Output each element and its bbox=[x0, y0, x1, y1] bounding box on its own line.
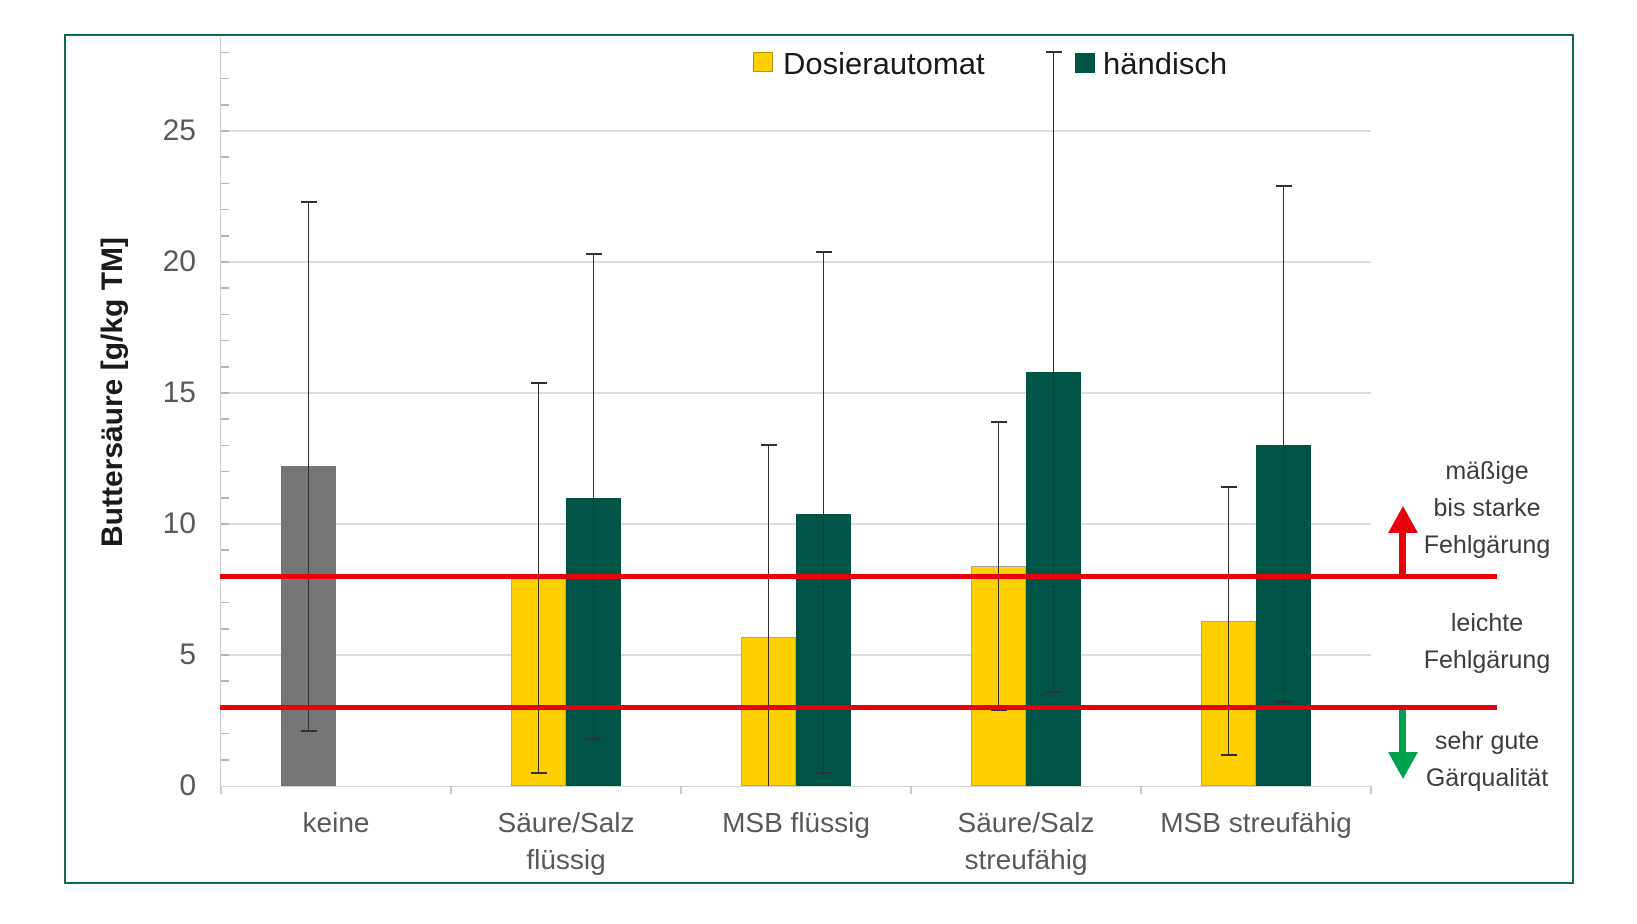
gridline bbox=[220, 392, 1371, 394]
x-tick bbox=[680, 786, 682, 794]
x-tick bbox=[450, 786, 452, 794]
y-minor-tick bbox=[221, 51, 229, 54]
y-minor-tick bbox=[221, 156, 229, 158]
x-tick bbox=[1140, 786, 1142, 794]
y-minor-tick bbox=[221, 654, 229, 656]
y-minor-tick bbox=[221, 77, 229, 80]
y-minor-tick bbox=[221, 339, 229, 342]
x-tick bbox=[1370, 786, 1372, 794]
y-minor-tick bbox=[221, 182, 229, 185]
error-bar bbox=[1227, 487, 1230, 755]
y-minor-tick bbox=[221, 759, 229, 761]
x-tick bbox=[220, 786, 222, 794]
y-tick-label: 25 bbox=[162, 114, 196, 147]
chart-border bbox=[64, 34, 1574, 884]
y-minor-tick bbox=[221, 523, 229, 525]
annotation-lower: sehr gute Gärqualität bbox=[1377, 723, 1597, 797]
error-cap-bottom bbox=[990, 709, 1007, 712]
y-minor-tick bbox=[221, 418, 229, 420]
error-cap-bottom bbox=[530, 771, 547, 774]
y-minor-tick bbox=[221, 392, 229, 394]
error-cap-bottom bbox=[1275, 701, 1292, 704]
y-minor-tick bbox=[221, 287, 229, 289]
threshold-line bbox=[220, 573, 1497, 579]
x-category-label: Säure/Salz flüssig bbox=[497, 807, 635, 875]
gridline bbox=[220, 261, 1371, 263]
error-bar bbox=[997, 421, 1000, 710]
x-category-label: MSB flüssig bbox=[722, 807, 870, 838]
error-cap-top bbox=[585, 253, 602, 256]
y-tick-label: 20 bbox=[162, 245, 196, 278]
y-minor-tick bbox=[221, 313, 229, 316]
y-minor-tick bbox=[221, 235, 229, 237]
up-arrow-shaft bbox=[1399, 530, 1406, 576]
error-cap-bottom bbox=[815, 771, 832, 774]
annotation-upper-line3: Fehlgärung bbox=[1423, 531, 1551, 559]
x-axis-line bbox=[220, 785, 1371, 787]
y-tick-label: 0 bbox=[179, 769, 196, 802]
error-cap-top bbox=[1045, 51, 1062, 54]
x-tick bbox=[910, 786, 912, 794]
annotation-upper-line2: bis starke bbox=[1433, 494, 1541, 522]
y-minor-tick bbox=[221, 470, 229, 473]
error-cap-top bbox=[1275, 185, 1292, 188]
error-cap-top bbox=[1220, 486, 1237, 489]
annotation-middle-line2: Fehlgärung bbox=[1423, 646, 1551, 674]
annotation-lower-line1: sehr gute bbox=[1434, 727, 1540, 755]
legend-swatch-haendisch bbox=[1075, 53, 1095, 73]
x-category-label: keine bbox=[302, 807, 370, 838]
error-cap-bottom bbox=[1220, 753, 1237, 756]
error-bar bbox=[592, 254, 595, 739]
down-arrow-shaft bbox=[1399, 710, 1406, 754]
y-tick-label: 5 bbox=[179, 638, 196, 671]
error-bar bbox=[767, 445, 770, 786]
y-minor-tick bbox=[221, 366, 229, 368]
x-category-label: Säure/Salz streufähig bbox=[957, 807, 1095, 875]
error-cap-bottom bbox=[1045, 690, 1062, 693]
annotation-upper: mäßige bis starke Fehlgärung bbox=[1377, 453, 1597, 564]
y-tick-label: 15 bbox=[162, 376, 196, 409]
y-minor-tick bbox=[221, 680, 229, 682]
y-minor-tick bbox=[221, 497, 229, 499]
annotation-middle-line1: leichte bbox=[1450, 609, 1524, 637]
error-cap-bottom bbox=[585, 737, 602, 740]
gridline bbox=[220, 523, 1371, 525]
y-minor-tick bbox=[221, 549, 229, 551]
error-bar bbox=[822, 251, 825, 773]
y-minor-tick bbox=[221, 104, 229, 106]
error-bar bbox=[307, 201, 310, 731]
error-cap-top bbox=[990, 420, 1007, 423]
annotation-middle: leichte Fehlgärung bbox=[1377, 605, 1597, 679]
legend-label-haendisch: händisch bbox=[1103, 46, 1228, 81]
error-cap-top bbox=[530, 381, 547, 384]
y-minor-tick bbox=[221, 130, 229, 132]
error-cap-bottom bbox=[300, 729, 317, 732]
y-minor-tick bbox=[221, 444, 229, 447]
y-minor-tick bbox=[221, 732, 229, 735]
error-cap-top bbox=[815, 250, 832, 253]
error-cap-top bbox=[300, 200, 317, 203]
annotation-upper-line1: mäßige bbox=[1445, 457, 1529, 485]
y-minor-tick bbox=[221, 601, 229, 604]
legend-swatch-dosierautomat bbox=[753, 52, 773, 72]
threshold-line bbox=[220, 704, 1497, 710]
y-minor-tick bbox=[221, 261, 229, 263]
x-category-label: MSB streufähig bbox=[1160, 807, 1352, 838]
error-bar bbox=[1052, 52, 1055, 692]
annotation-lower-line2: Gärqualität bbox=[1425, 764, 1549, 792]
y-minor-tick bbox=[221, 208, 229, 211]
error-bar bbox=[1282, 186, 1285, 703]
down-arrow-icon bbox=[1388, 752, 1418, 779]
y-tick-label: 10 bbox=[162, 507, 196, 540]
legend-label-dosierautomat: Dosierautomat bbox=[783, 46, 985, 81]
gridline bbox=[220, 130, 1371, 132]
y-axis-line bbox=[219, 38, 221, 786]
y-minor-tick bbox=[221, 628, 229, 630]
error-cap-top bbox=[760, 444, 777, 447]
up-arrow-icon bbox=[1388, 506, 1418, 533]
